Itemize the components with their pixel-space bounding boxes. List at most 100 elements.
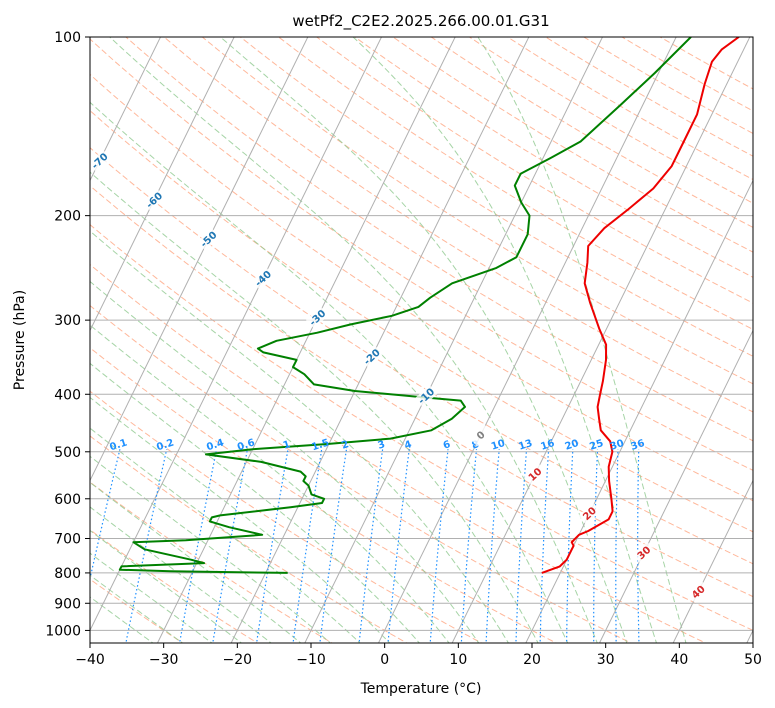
x-tick-label: −10 [296, 652, 326, 668]
isotherm-line [377, 37, 677, 643]
dry-adiabat [90, 185, 753, 598]
y-tick-label: 700 [54, 532, 81, 548]
dry-adiabat [90, 263, 707, 643]
y-tick-label: 300 [54, 313, 81, 329]
chart-title: wetPf2_C2E2.2025.266.00.01.G31 [292, 12, 549, 31]
y-tick-label: 900 [54, 596, 81, 612]
isotherm-label-bg [469, 423, 493, 447]
mixing-ratio-label: 3 [377, 439, 387, 452]
x-tick-label: 30 [597, 652, 615, 668]
mixing-ratio-label: 0.1 [108, 437, 128, 453]
moist-adiabat [90, 280, 480, 643]
mixing-ratio-line [255, 449, 289, 643]
isotherm-line [90, 37, 235, 332]
isotherm-label-bg [523, 463, 547, 486]
mixing-ratio-label: 10 [490, 438, 507, 453]
y-tick-label: 500 [54, 445, 81, 461]
isotherm-line [451, 37, 751, 643]
mixing-ratio-label: 0.6 [236, 437, 256, 453]
moist-adiabat [90, 362, 421, 643]
y-axis-label: Pressure (hPa) [12, 290, 28, 390]
axes: −40 −30 −20 −10 0 10 20 30 40 5010020030040050060… [45, 30, 762, 668]
y-tick-label: 400 [54, 387, 81, 403]
moist-adiabat [352, 37, 658, 643]
dry-adiabat [90, 73, 753, 502]
isotherm-line [230, 37, 530, 643]
mixing-ratio-label: 1 [282, 439, 292, 452]
isotherm-line [156, 37, 456, 643]
temperature-profile-line [541, 37, 740, 574]
dry-adiabat [90, 38, 753, 471]
y-tick-label: 200 [54, 209, 81, 225]
isotherm-label-bg [686, 580, 710, 604]
mixing-ratio-label: 8 [471, 439, 481, 452]
dry-adiabat [90, 110, 753, 533]
moist-adiabat [220, 37, 628, 643]
dewpoint-profile-line [118, 37, 692, 574]
sounding-profiles [118, 37, 740, 574]
plot-area [90, 37, 753, 643]
isotherm-line [90, 37, 309, 482]
x-tick-label: 50 [744, 652, 762, 668]
dry-adiabat [315, 37, 753, 304]
moist-adiabat [90, 427, 361, 643]
mixing-ratio-label: 6 [442, 439, 452, 452]
y-tick-label: 600 [54, 492, 81, 508]
dry-adiabat [239, 37, 753, 357]
mixing-ratio-line [292, 449, 323, 643]
mixing-ratio-line [178, 449, 218, 643]
isotherm-label-bg [305, 306, 329, 329]
isotherm-line [90, 37, 162, 182]
mixing-ratio-label: 1.5 [310, 437, 330, 453]
moist-adiabat [90, 455, 332, 643]
x-tick-label: 20 [523, 652, 541, 668]
mixing-ratio-label: 25 [588, 438, 605, 453]
mixing-ratio-line [429, 449, 449, 643]
isotherm-line [672, 479, 753, 643]
isotherm-grid [90, 37, 753, 643]
mixing-ratio-line [485, 449, 500, 643]
y-tick-label: 800 [54, 566, 81, 582]
moist-adiabat [90, 396, 391, 643]
dry-adiabat [163, 37, 753, 413]
mixing-ratio-line [319, 449, 348, 643]
x-tick-label: 0 [380, 652, 389, 668]
mixing-ratio-label: 30 [609, 438, 626, 453]
x-tick-label: 10 [449, 652, 467, 668]
isotherm-label-bg [142, 188, 166, 212]
isotherm-line [90, 37, 383, 632]
mixing-ratio-label: 20 [564, 438, 581, 453]
mixing-ratio-lines [90, 449, 640, 643]
x-tick-label: −40 [75, 652, 105, 668]
isotherm-label-bg [360, 345, 384, 369]
mixing-ratio-line [125, 449, 168, 643]
x-tick-label: 40 [670, 652, 688, 668]
mixing-ratio-line [460, 449, 478, 643]
isobar-grid [90, 37, 753, 631]
mixing-ratio-label: 0.4 [205, 437, 225, 453]
isotherm-label-bg [251, 267, 275, 290]
x-axis-label: Temperature (°C) [360, 681, 482, 697]
mixing-ratio-label: 4 [403, 439, 413, 452]
y-tick-label: 100 [54, 30, 81, 46]
x-tick-label: −20 [223, 652, 253, 668]
isotherm-label-bg [578, 502, 601, 525]
mixing-ratio-line [387, 449, 410, 643]
moist-adiabat [90, 596, 154, 643]
mixing-ratio-line [212, 449, 248, 643]
mixing-ratio-label: 16 [539, 438, 556, 453]
isotherm-label-bg [414, 384, 438, 408]
plot-frame [89, 36, 754, 644]
y-tick-label: 1000 [45, 623, 81, 639]
mixing-ratio-label: 2 [340, 439, 350, 452]
mixing-ratio-line [358, 449, 384, 643]
isotherm-label-bg [88, 149, 112, 173]
mixing-ratio-label: 0.2 [155, 437, 175, 453]
x-tick-label: −30 [149, 652, 179, 668]
mixing-ratio-label: 36 [630, 438, 647, 453]
isotherm-label-bg [197, 228, 220, 251]
mixing-ratio-label: 13 [517, 438, 534, 453]
isotherm-label-bg [632, 541, 656, 564]
